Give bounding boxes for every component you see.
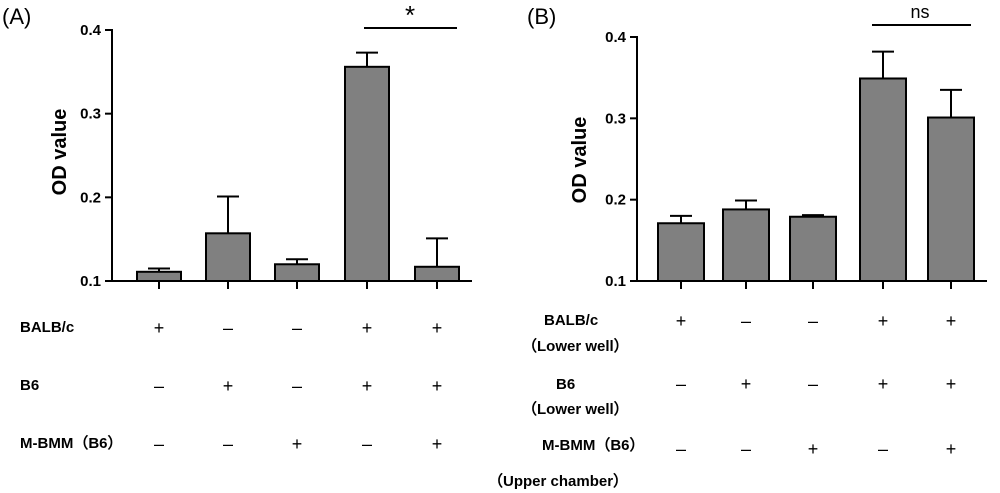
panel-b-row-sub-b6: （Lower well） xyxy=(522,400,629,418)
panel-b-sign-cell: – xyxy=(676,374,686,394)
panel-b-label: (B) xyxy=(527,4,556,29)
panel-a-sign-cell: + xyxy=(292,434,303,454)
panel-a-sign-cell: – xyxy=(223,318,233,338)
panel-b-bar xyxy=(859,77,907,283)
panel-b: (B) OD value 0.1 0.2 0.3 0.4 ns BALB/c （Low… xyxy=(488,2,987,490)
panel-a-sign-cell: – xyxy=(154,434,164,454)
panel-a-sign-cell: – xyxy=(362,434,372,454)
panel-a-sign-cell: + xyxy=(432,376,443,396)
panel-b-bar xyxy=(927,116,975,282)
panel-a-row-label-balbc: BALB/c xyxy=(20,319,74,336)
panel-b-sign-cell: – xyxy=(676,439,686,459)
panel-a-bars xyxy=(136,51,460,283)
panel-b-sign-cell: + xyxy=(946,374,957,394)
panel-b-sign-cell: + xyxy=(676,311,687,331)
panel-a: (A) OD value 0.1 0.2 0.3 0.4 * BALB/c B6 M-… xyxy=(2,0,472,454)
panel-b-sign-cell: – xyxy=(741,439,751,459)
panel-a-significance-label: * xyxy=(405,0,415,30)
panel-b-sign-cell: + xyxy=(878,311,889,331)
panel-a-y-tick-label: 0.2 xyxy=(80,189,101,206)
panel-b-row-labels: BALB/c （Lower well） B6 （Lower well） M-BM… xyxy=(488,312,645,490)
panel-b-row-label-b6: B6 xyxy=(556,376,575,393)
panel-b-significance-label: ns xyxy=(910,2,929,22)
panel-b-significance: ns xyxy=(872,2,971,26)
panel-a-sign-cell: – xyxy=(223,434,233,454)
panel-b-y-tick-label: 0.4 xyxy=(605,29,627,46)
panel-b-sign-cell: – xyxy=(808,311,818,331)
panel-b-sign-cell: – xyxy=(808,374,818,394)
panel-a-sign-cell: + xyxy=(362,376,373,396)
panel-b-sign-cell: + xyxy=(878,374,889,394)
panel-b-y-tick-label: 0.3 xyxy=(605,110,626,127)
panel-b-row-label-balbc: BALB/c xyxy=(544,312,598,329)
panel-a-y-tick-label: 0.4 xyxy=(80,22,102,39)
panel-b-bar xyxy=(722,208,770,282)
panel-a-sign-cell: + xyxy=(362,318,373,338)
panel-a-sign-cell: + xyxy=(432,434,443,454)
panel-a-sign-cell: – xyxy=(292,318,302,338)
panel-a-row-label-mbmm: M-BMM（B6） xyxy=(20,434,123,452)
panel-b-bars xyxy=(657,50,975,283)
panel-a-bar xyxy=(344,65,390,282)
panel-a-sign-grid: + – – + + – + – + + – – + – + xyxy=(154,318,443,454)
panel-b-y-tick-label: 0.1 xyxy=(605,273,626,290)
panel-a-sign-cell: + xyxy=(223,376,234,396)
panel-b-y-tick-label: 0.2 xyxy=(605,192,626,209)
panel-a-bar xyxy=(414,265,460,283)
panel-a-row-labels: BALB/c B6 M-BMM（B6） xyxy=(20,319,123,452)
panel-a-sign-cell: + xyxy=(154,318,165,338)
panel-b-row-label-mbmm: M-BMM（B6） xyxy=(542,436,645,454)
panel-b-row-sub-balbc: （Lower well） xyxy=(522,337,629,355)
panel-a-sign-cell: – xyxy=(154,376,164,396)
panel-b-sign-cell: + xyxy=(946,311,957,331)
panel-b-bar xyxy=(657,222,705,282)
panel-a-y-tick-label: 0.3 xyxy=(80,106,101,123)
panel-a-y-tick-label: 0.1 xyxy=(80,273,101,290)
panel-b-sign-cell: + xyxy=(946,439,957,459)
panel-b-y-axis-label: OD value xyxy=(569,117,591,204)
panel-a-significance: * xyxy=(364,0,457,30)
panel-a-bar xyxy=(205,232,251,282)
panel-a-bar xyxy=(136,270,182,282)
panel-b-sign-cell: + xyxy=(741,374,752,394)
panel-a-bar xyxy=(274,263,320,282)
panel-b-sign-cell: – xyxy=(878,439,888,459)
panel-b-row-sub-mbmm: （Upper chamber） xyxy=(488,472,628,490)
panel-b-bar xyxy=(789,215,837,283)
panel-a-sign-cell: + xyxy=(432,318,443,338)
panel-b-sign-cell: – xyxy=(741,311,751,331)
panel-b-sign-cell: + xyxy=(808,439,819,459)
panel-a-row-label-b6: B6 xyxy=(20,377,39,394)
panel-a-y-axis-label: OD value xyxy=(49,109,71,196)
panel-a-axes: 0.1 0.2 0.3 0.4 xyxy=(80,22,472,290)
panel-b-sign-grid: + – – + + – + – + + – – + – + xyxy=(676,311,957,459)
panel-a-label: (A) xyxy=(2,4,31,29)
panel-a-sign-cell: – xyxy=(292,376,302,396)
